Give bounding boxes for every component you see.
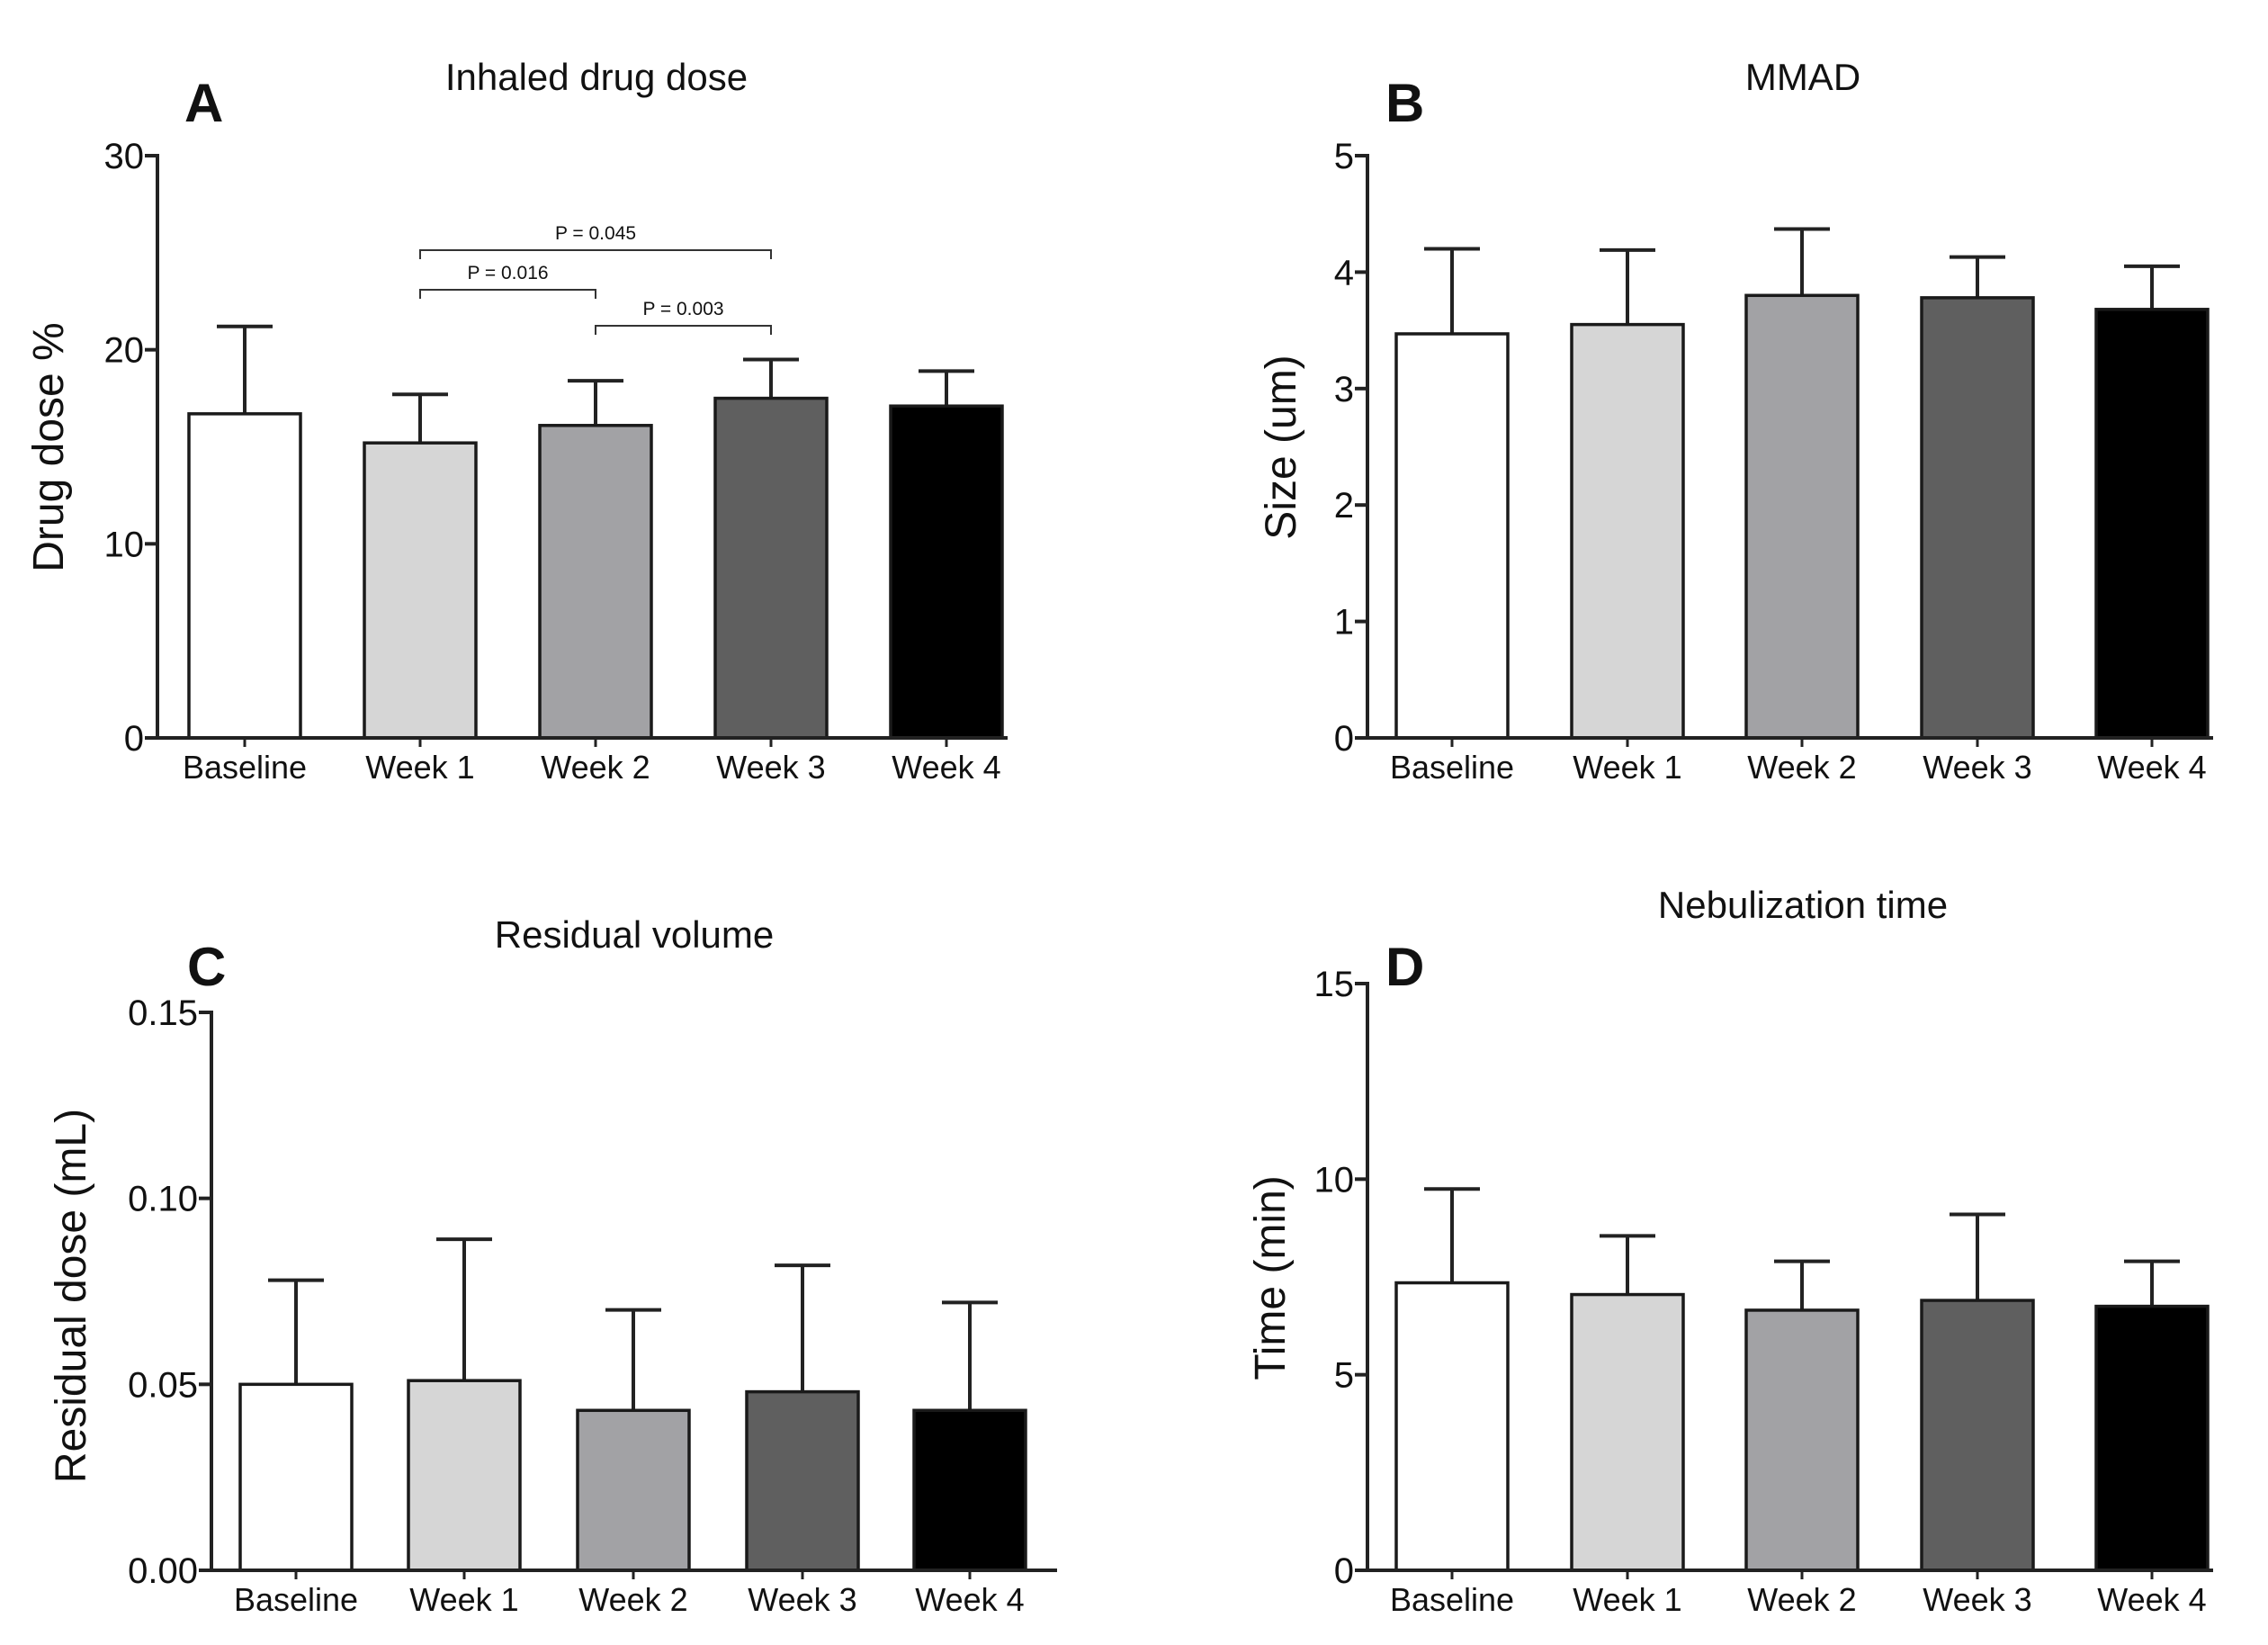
bar: [187, 412, 302, 740]
bar: [2094, 1304, 2210, 1572]
bar: [1920, 1299, 2035, 1572]
bar: [1744, 293, 1860, 740]
bar: [1394, 1281, 1510, 1572]
panel-letter: D: [1385, 937, 1424, 997]
x-tick-label: Week 3: [716, 749, 825, 786]
y-axis-label: Residual dose (mL): [48, 1109, 95, 1483]
y-axis-label: Drug dose %: [25, 322, 73, 571]
x-tick-label: Week 4: [2097, 749, 2206, 786]
x-tick-label: Baseline: [1390, 749, 1514, 786]
bar: [1920, 296, 2035, 740]
x-tick-label: Week 2: [541, 749, 650, 786]
bar: [1394, 332, 1510, 740]
panel-d: D Nebulization time Time (min) Baseline Week…: [1247, 884, 2213, 1618]
x-tick-label: Week 3: [748, 1581, 856, 1618]
chart-title: MMAD: [1745, 56, 1860, 98]
chart-title: Inhaled drug dose: [445, 56, 748, 98]
chart-title: Residual volume: [495, 913, 775, 956]
panel-letter: B: [1385, 73, 1424, 133]
x-tick-label: Baseline: [234, 1581, 358, 1618]
y-tick-label: 5: [1334, 137, 1354, 176]
x-tick-label: Week 2: [578, 1581, 687, 1618]
bar: [2094, 308, 2210, 740]
y-tick-label: 10: [1314, 1160, 1355, 1200]
x-tick-label: Baseline: [183, 749, 307, 786]
x-tick-label: Week 1: [365, 749, 474, 786]
panel-c: C Residual volume Residual dose (mL) Baseli…: [48, 913, 1057, 1618]
x-tick-label: Week 4: [915, 1581, 1024, 1618]
p-value-label: P = 0.016: [467, 263, 548, 283]
y-tick-label: 0.00: [128, 1551, 198, 1591]
y-tick-label: 2: [1334, 486, 1354, 526]
significance-bracket: [419, 249, 772, 259]
bar: [1570, 322, 1685, 740]
bar: [912, 1408, 1027, 1572]
significance-bracket: [419, 289, 596, 299]
y-tick-label: 0.05: [128, 1365, 198, 1405]
y-tick-label: 1: [1334, 603, 1354, 643]
y-tick-label: 0: [124, 719, 144, 759]
y-tick-label: 30: [104, 137, 145, 176]
bar: [889, 404, 1004, 740]
bar: [1570, 1292, 1685, 1572]
y-tick-label: 15: [1314, 965, 1355, 1004]
panel-letter: A: [184, 73, 223, 133]
bar: [238, 1382, 354, 1572]
y-tick-label: 0: [1334, 1551, 1354, 1591]
panel-letter: C: [187, 937, 226, 997]
bar: [713, 396, 829, 740]
y-tick-label: 5: [1334, 1356, 1354, 1396]
x-tick-label: Week 4: [2097, 1581, 2206, 1618]
x-tick-label: Week 4: [892, 749, 1000, 786]
x-tick-label: Week 1: [1573, 1581, 1681, 1618]
x-tick-label: Week 2: [1747, 749, 1856, 786]
y-tick-label: 3: [1334, 370, 1354, 409]
x-tick-label: Week 3: [1923, 749, 2031, 786]
y-tick-label: 0.10: [128, 1180, 198, 1219]
x-tick-label: Week 1: [409, 1581, 518, 1618]
bar: [363, 441, 478, 740]
y-axis-label: Time (min): [1247, 1175, 1295, 1380]
panel-a: A Inhaled drug dose Drug dose % Baseline Wee…: [25, 56, 1008, 786]
y-tick-label: 10: [104, 525, 145, 564]
bar: [538, 424, 653, 740]
bar: [576, 1408, 691, 1572]
x-tick-label: Week 2: [1747, 1581, 1856, 1618]
p-value-label: P = 0.045: [555, 223, 636, 244]
y-tick-label: 0: [1334, 719, 1354, 759]
y-tick-label: 4: [1334, 253, 1354, 292]
x-tick-label: Baseline: [1390, 1581, 1514, 1618]
bar: [407, 1379, 522, 1572]
bar: [1744, 1308, 1860, 1572]
panel-b: B MMAD Size (um) Baseline Week 1 Week 2 Week 3…: [1258, 56, 2213, 786]
x-tick-label: Week 3: [1923, 1581, 2031, 1618]
chart-title: Nebulization time: [1658, 884, 1948, 926]
significance-bracket: [595, 325, 772, 335]
y-tick-label: 20: [104, 331, 145, 371]
x-tick-label: Week 1: [1573, 749, 1681, 786]
y-tick-label: 0.15: [128, 993, 198, 1033]
y-axis-label: Size (um): [1258, 355, 1305, 539]
p-value-label: P = 0.003: [642, 299, 723, 319]
bar: [745, 1389, 860, 1572]
